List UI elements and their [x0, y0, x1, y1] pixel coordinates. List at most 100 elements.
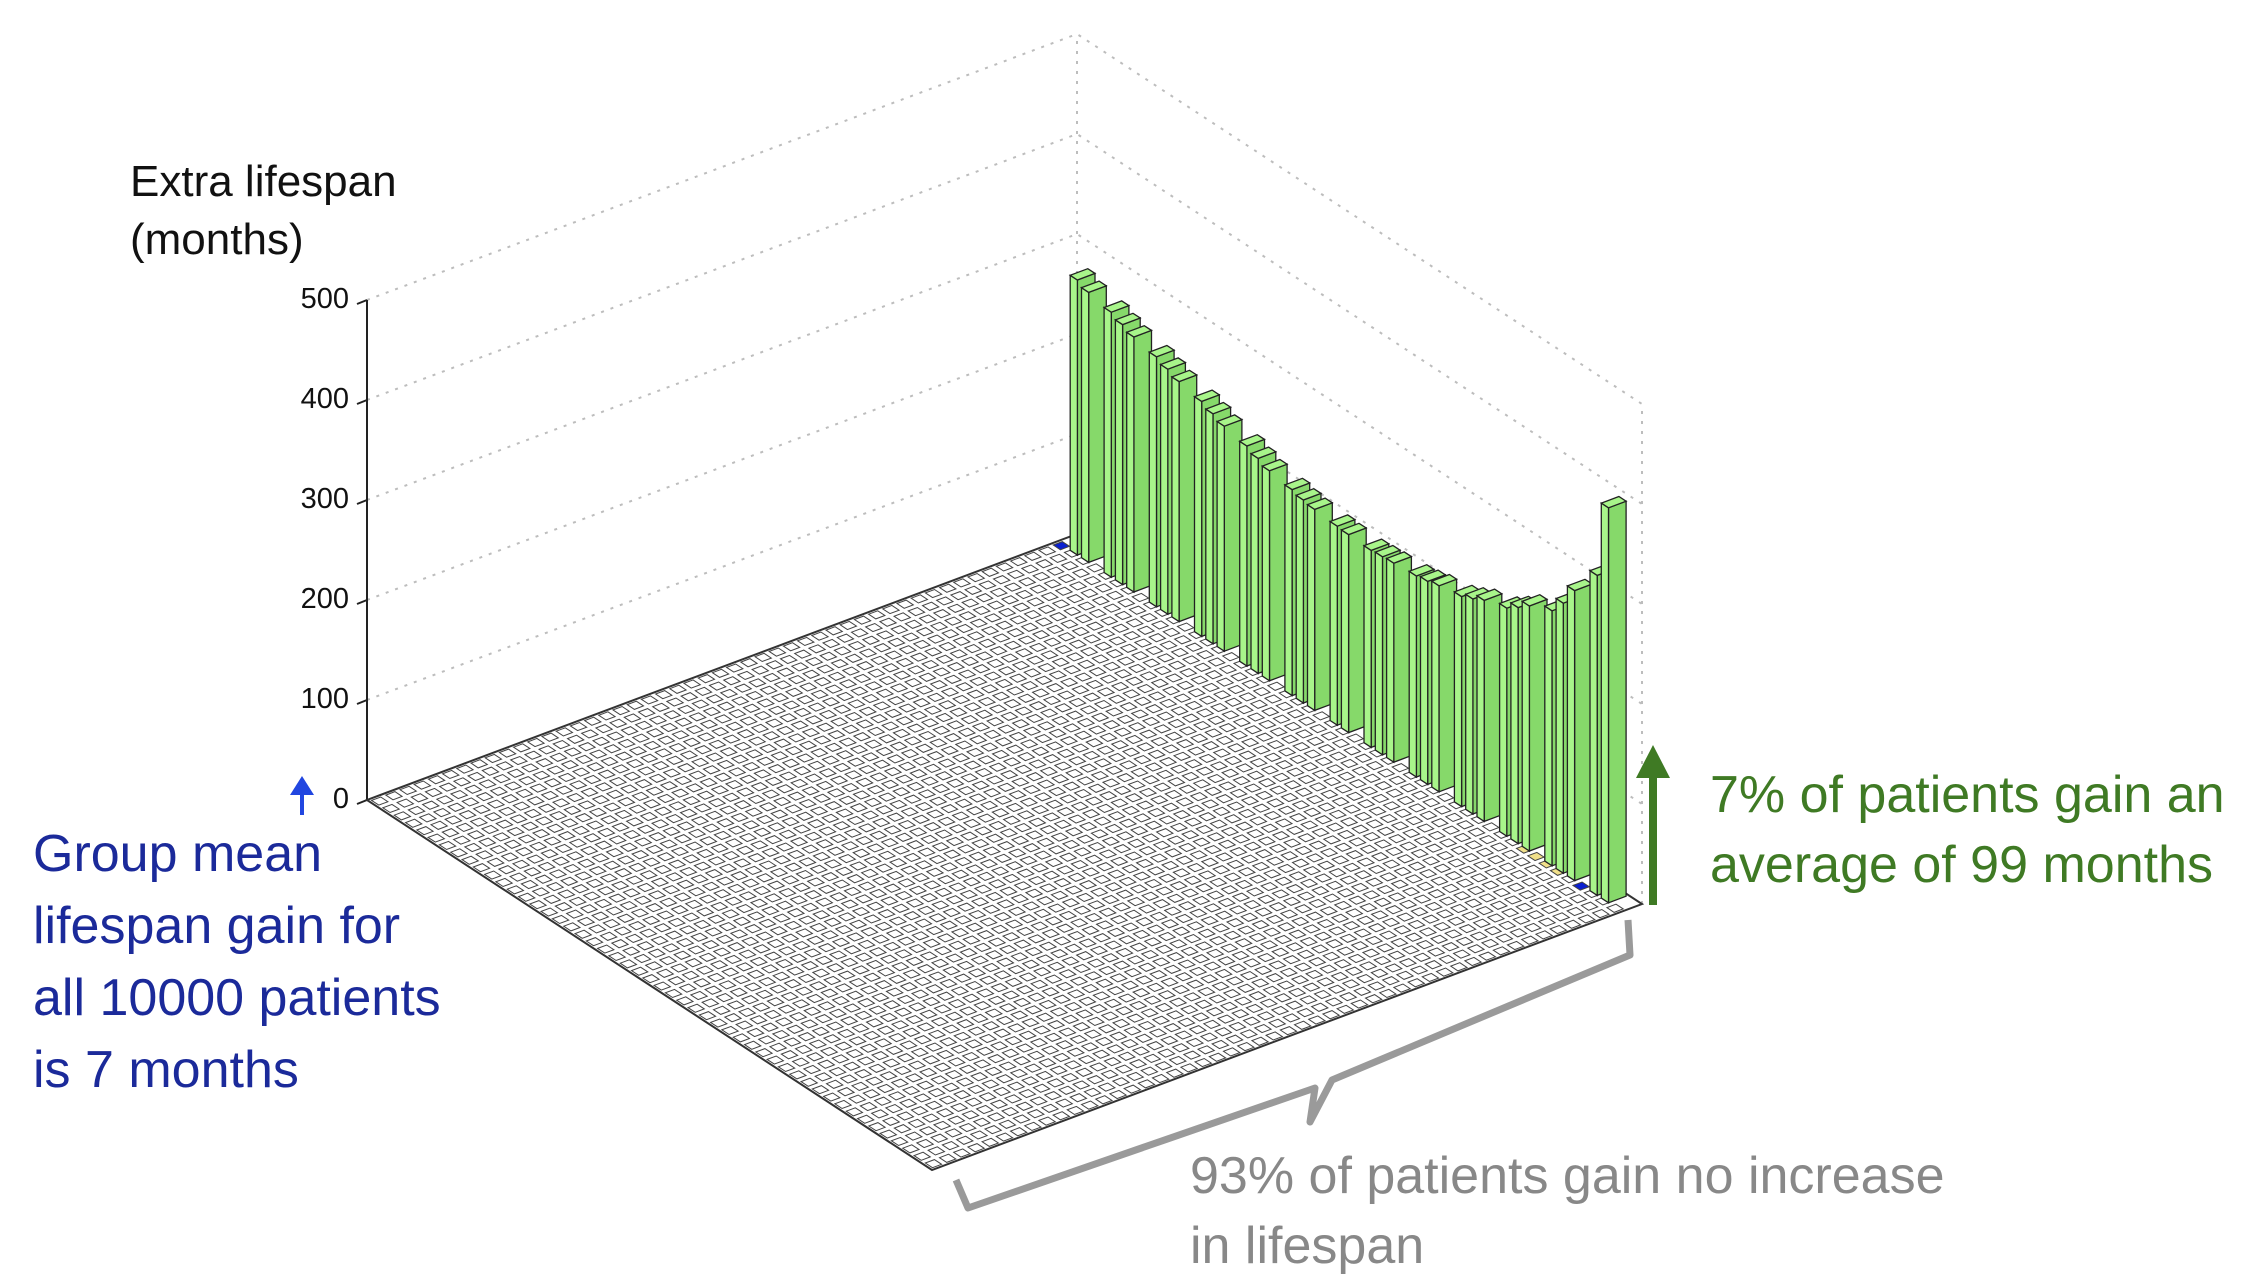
zero-bar: [863, 856, 882, 866]
zero-bar: [1051, 1111, 1071, 1121]
zero-bar: [1014, 764, 1033, 774]
zero-bar: [936, 991, 955, 1001]
zero-bar: [1263, 694, 1283, 704]
zero-bar: [540, 732, 560, 742]
zero-bar: [568, 896, 587, 907]
benefit-bar-front: [1261, 464, 1271, 683]
zero-bar: [795, 753, 815, 763]
zero-bar: [1149, 970, 1168, 980]
zero-bar: [765, 1055, 785, 1065]
zero-bar: [834, 1041, 853, 1051]
zero-bar: [1102, 720, 1121, 730]
zero-bar: [997, 666, 1017, 676]
zero-bar: [557, 831, 576, 841]
zero-bar: [497, 865, 517, 875]
zero-bar: [849, 803, 868, 813]
zero-bar: [1308, 840, 1328, 850]
zero-bar: [1087, 900, 1106, 910]
zero-bar: [1222, 930, 1242, 940]
zero-bar: [1287, 987, 1307, 998]
zero-bar: [1270, 1005, 1290, 1016]
zero-bar: [910, 1106, 929, 1116]
zero-bar: [467, 771, 486, 782]
zero-bar: [939, 862, 959, 872]
zero-bar: [749, 956, 768, 967]
zero-bar: [1081, 867, 1101, 877]
zero-bar: [813, 677, 832, 687]
zero-bar: [851, 906, 871, 917]
zero-bar: [951, 753, 971, 763]
zero-bar: [848, 1036, 867, 1046]
zero-bar: [1194, 999, 1213, 1009]
zero-bar: [1016, 926, 1035, 937]
zero-bar: [1362, 890, 1381, 900]
zero-bar: [1384, 905, 1404, 915]
zero-bar: [1197, 870, 1217, 880]
zero-bar: [1043, 1032, 1063, 1042]
zero-bar: [1109, 1031, 1128, 1041]
zero-bar: [1130, 825, 1149, 836]
zero-bar: [917, 789, 937, 799]
zero-bar: [900, 807, 919, 817]
zero-bar: [1416, 881, 1435, 891]
zero-bar: [494, 877, 514, 888]
zero-bar: [899, 1098, 918, 1108]
zero-bar: [794, 928, 814, 938]
zero-bar: [706, 972, 726, 983]
zero-bar: [957, 785, 976, 796]
zero-bar: [461, 797, 480, 807]
zero-bar: [1111, 1077, 1131, 1087]
zero-bar: [1076, 717, 1096, 728]
zero-bar: [942, 966, 961, 976]
zero-bar: [1025, 830, 1044, 840]
zero-bar: [843, 828, 863, 838]
zero-bar: [1069, 976, 1089, 986]
zero-bar: [1232, 717, 1252, 727]
zero-bar: [959, 948, 978, 958]
zero-bar: [859, 985, 879, 995]
zero-bar: [855, 661, 875, 671]
zero-bar: [832, 879, 851, 889]
zero-bar: [1243, 899, 1262, 910]
zero-bar: [965, 747, 985, 758]
zero-bar: [759, 743, 778, 754]
zero-bar: [1127, 780, 1146, 790]
zero-bar: [967, 909, 987, 920]
zero-bar: [942, 907, 961, 918]
zero-bar: [1076, 776, 1095, 786]
zero-bar: [432, 807, 452, 818]
zero-bar: [1084, 912, 1103, 923]
zero-bar: [1359, 844, 1378, 854]
zero-bar: [1004, 919, 1024, 929]
zero-bar: [749, 898, 769, 908]
zero-bar: [850, 1081, 870, 1092]
zero-bar: [1467, 827, 1486, 837]
zero-bar: [665, 755, 684, 765]
zero-bar: [809, 806, 829, 816]
zero-bar: [1472, 918, 1491, 928]
zero-bar: [907, 1060, 927, 1070]
zero-bar: [1141, 833, 1160, 843]
zero-bar: [613, 868, 633, 878]
zero-bar: [1444, 929, 1463, 939]
zero-bar: [1308, 898, 1327, 909]
zero-bar: [922, 996, 941, 1007]
zero-bar: [1025, 772, 1044, 782]
zero-bar: [1047, 845, 1067, 855]
zero-bar: [1114, 1064, 1134, 1074]
zero-bar: [1385, 788, 1404, 798]
zero-bar: [1122, 631, 1142, 641]
zero-bar: [555, 727, 574, 737]
zero-bar: [489, 786, 509, 796]
zero-bar: [756, 756, 775, 766]
zero-bar: [616, 855, 636, 865]
zero-bar: [1489, 842, 1509, 852]
zero-bar: [1044, 916, 1063, 926]
zero-bar: [905, 898, 925, 908]
zero-bar: [746, 911, 766, 921]
zero-bar: [855, 777, 874, 787]
zero-bar: [1088, 667, 1107, 677]
zero-bar: [667, 976, 686, 986]
zero-bar: [937, 700, 957, 710]
zero-bar: [1164, 789, 1183, 800]
